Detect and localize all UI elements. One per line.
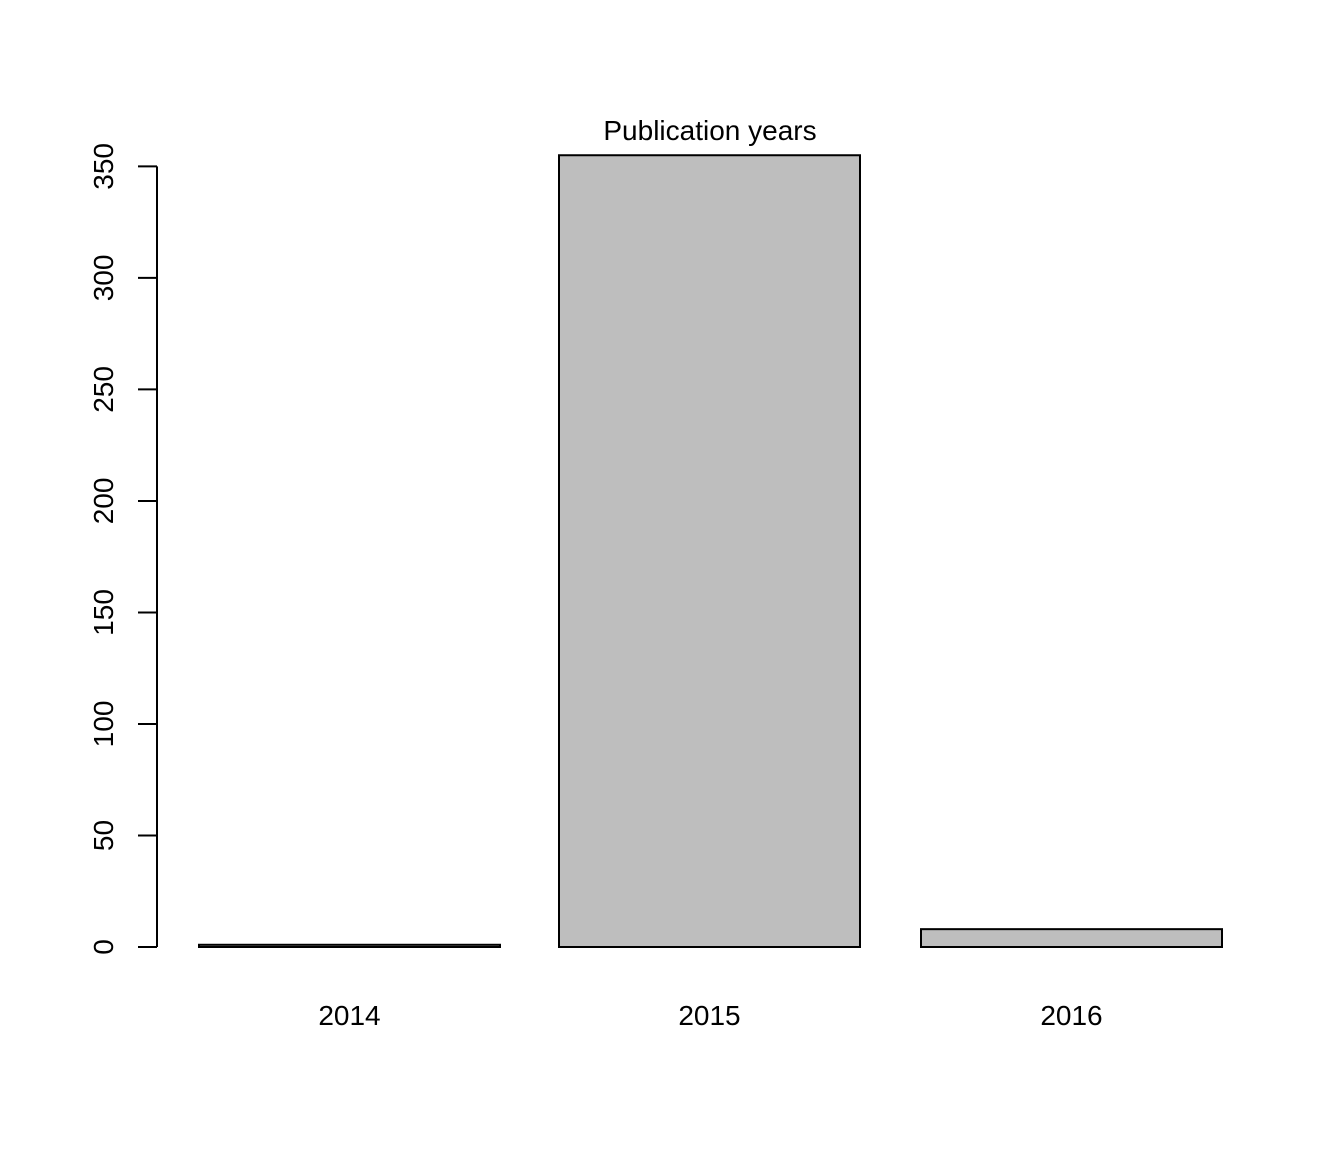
- y-tick-label: 150: [88, 589, 119, 636]
- y-tick-label: 100: [88, 701, 119, 748]
- y-tick-label: 350: [88, 143, 119, 190]
- x-tick-label: 2015: [678, 1000, 740, 1031]
- y-tick-label: 300: [88, 255, 119, 302]
- bar-2014: [198, 943, 501, 949]
- y-tick-label: 0: [88, 939, 119, 955]
- x-tick-label: 2014: [318, 1000, 380, 1031]
- y-tick-label: 250: [88, 366, 119, 413]
- y-axis: 0 50 100 150 200 250 300 350: [88, 143, 158, 955]
- x-tick-label: 2016: [1040, 1000, 1102, 1031]
- bars-group: [198, 154, 1223, 949]
- bar-2015: [558, 154, 861, 948]
- bar-2016: [920, 928, 1223, 948]
- chart-title: Publication years: [603, 115, 816, 146]
- y-tick-label: 50: [88, 820, 119, 851]
- x-axis-labels: 2014 2015 2016: [318, 1000, 1102, 1031]
- y-tick-label: 200: [88, 478, 119, 525]
